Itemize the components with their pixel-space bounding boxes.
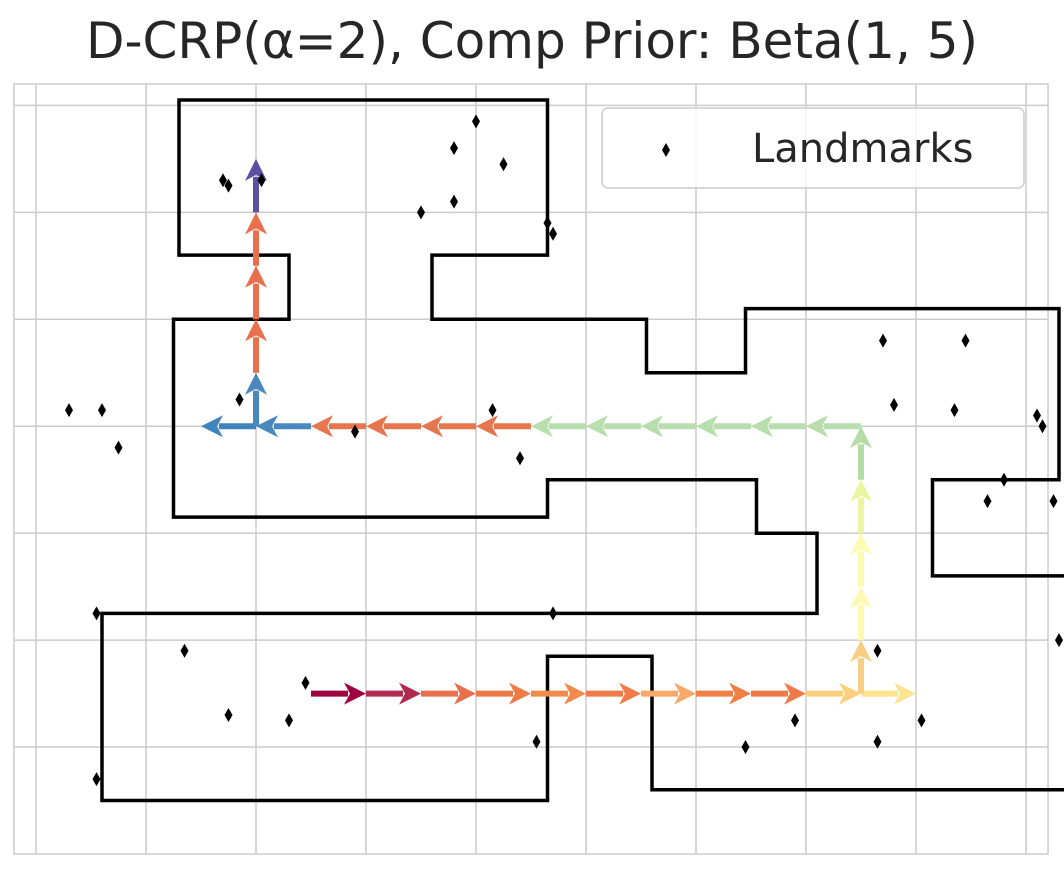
landmark-point <box>516 451 524 466</box>
landmark-point <box>873 734 882 749</box>
landmark-point <box>92 606 101 621</box>
trajectory-arrowhead <box>311 415 333 438</box>
trajectory-arrowhead <box>850 586 872 609</box>
trajectory-arrowhead <box>751 415 773 438</box>
trajectory-arrowhead <box>641 415 663 438</box>
landmark-point <box>235 392 244 407</box>
trajectory-arrowhead <box>784 682 806 705</box>
landmark-point <box>65 403 73 418</box>
landmark-point <box>285 713 293 728</box>
landmark-point <box>549 226 557 241</box>
landmark-point <box>879 333 887 348</box>
trajectory-arrowhead <box>850 640 872 663</box>
trajectory-arrows <box>201 158 916 705</box>
landmark-point <box>549 606 557 621</box>
landmark-point <box>224 707 233 722</box>
trajectory-arrowhead <box>399 682 421 705</box>
trajectory-arrowhead <box>806 415 828 438</box>
trajectory-arrowhead <box>586 415 608 438</box>
legend-label-landmarks: Landmarks <box>752 126 973 172</box>
plot-area <box>13 83 1049 855</box>
landmark-point <box>98 403 106 418</box>
environment-boundary <box>100 98 1064 803</box>
trajectory-arrowhead <box>850 426 872 449</box>
trajectory-arrowhead <box>344 682 366 705</box>
landmark-point <box>351 424 359 439</box>
landmark-point <box>499 157 508 172</box>
landmark-point <box>961 333 970 348</box>
landmark-point <box>1000 472 1008 487</box>
trajectory-arrowhead <box>696 415 718 438</box>
trajectory-arrowhead <box>564 682 586 705</box>
landmark-point <box>532 734 541 749</box>
chart-title: D-CRP(α=2), Comp Prior: Beta(1, 5) <box>85 12 979 70</box>
trajectory-arrowhead <box>531 415 553 438</box>
landmark-point <box>472 114 480 129</box>
trajectory-arrowhead <box>850 479 872 502</box>
trajectory-arrowhead <box>729 682 751 705</box>
trajectory-arrowhead <box>839 682 861 705</box>
legend: Landmarks <box>601 107 1025 189</box>
landmark-point <box>257 173 266 188</box>
landmark-point <box>1049 494 1058 509</box>
landmark-point <box>417 205 425 220</box>
landmark-point <box>950 403 959 418</box>
trajectory-arrowhead <box>454 682 476 705</box>
landmark-point <box>114 440 123 455</box>
landmark-point <box>224 178 233 193</box>
landmark-point <box>301 675 310 690</box>
landmark-point <box>917 713 926 728</box>
trajectory-arrowhead <box>245 265 267 288</box>
trajectory-arrowhead <box>894 682 916 705</box>
legend-box <box>601 107 1025 189</box>
landmark-point <box>450 194 458 209</box>
trajectory-arrowhead <box>245 319 267 342</box>
landmark-point <box>1033 408 1041 423</box>
landmark-point <box>1055 633 1063 648</box>
trajectory-arrowhead <box>476 415 498 438</box>
landmark-point <box>983 494 992 509</box>
trajectory-arrowhead <box>619 682 641 705</box>
environment-outline <box>100 98 1064 803</box>
trajectory-arrowhead <box>256 415 278 438</box>
trajectory-arrowhead <box>421 415 443 438</box>
landmark-point <box>92 772 101 787</box>
landmark-point <box>873 643 882 658</box>
trajectory-arrowhead <box>245 372 267 395</box>
trajectory-arrowhead <box>509 682 531 705</box>
landmark-point <box>791 713 799 728</box>
landmark-point <box>219 173 227 188</box>
trajectory-arrowhead <box>674 682 696 705</box>
landmark-point <box>543 216 552 231</box>
legend-marker-diamond <box>662 143 670 157</box>
landmark-point <box>180 643 189 658</box>
trajectory-arrowhead <box>850 533 872 556</box>
trajectory-arrowhead <box>366 415 388 438</box>
landmark-point <box>741 740 750 755</box>
landmark-points <box>65 114 1063 787</box>
trajectory-arrowhead <box>245 212 267 235</box>
trajectory-arrowhead <box>201 415 223 438</box>
landmark-point <box>1038 419 1047 434</box>
landmark-point <box>450 141 458 156</box>
landmark-point <box>488 403 497 418</box>
landmark-point <box>890 397 898 412</box>
